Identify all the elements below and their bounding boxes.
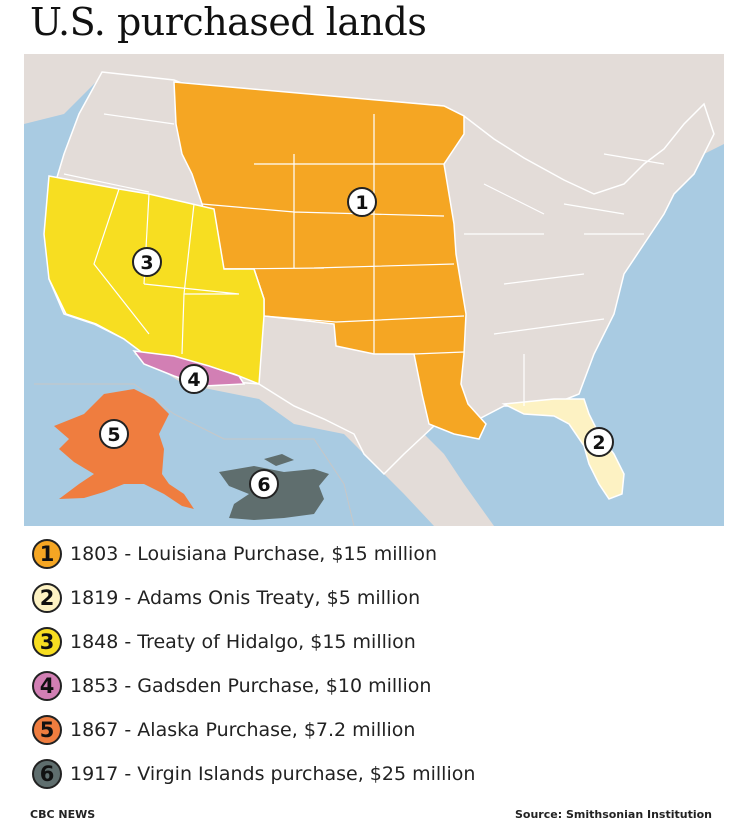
svg-text:1: 1 <box>355 192 368 214</box>
legend: 1 1803 - Louisiana Purchase, $15 million… <box>32 532 722 796</box>
legend-badge-4: 4 <box>32 671 62 701</box>
svg-text:2: 2 <box>592 432 605 454</box>
map-title: U.S. purchased lands <box>30 0 427 44</box>
legend-item-6: 6 1917 - Virgin Islands purchase, $25 mi… <box>32 752 722 796</box>
legend-badge-5: 5 <box>32 715 62 745</box>
marker-4: 4 <box>179 364 209 394</box>
footer-source-right: Source: Smithsonian Institution <box>515 808 712 821</box>
florida-region <box>501 398 625 500</box>
legend-badge-1: 1 <box>32 539 62 569</box>
legend-text-5: 1867 - Alaska Purchase, $7.2 million <box>70 719 416 741</box>
legend-badge-6: 6 <box>32 759 62 789</box>
legend-text-6: 1917 - Virgin Islands purchase, $25 mill… <box>70 763 476 785</box>
legend-item-1: 1 1803 - Louisiana Purchase, $15 million <box>32 532 722 576</box>
svg-text:3: 3 <box>140 252 153 274</box>
svg-text:5: 5 <box>107 424 120 446</box>
svg-text:4: 4 <box>187 369 200 391</box>
legend-badge-2: 2 <box>32 583 62 613</box>
legend-item-4: 4 1853 - Gadsden Purchase, $10 million <box>32 664 722 708</box>
legend-badge-3: 3 <box>32 627 62 657</box>
marker-5: 5 <box>99 419 129 449</box>
mexico-land <box>134 344 494 526</box>
legend-text-4: 1853 - Gadsden Purchase, $10 million <box>70 675 432 697</box>
virgin-islands-isle <box>264 454 294 466</box>
marker-1: 1 <box>347 187 377 217</box>
footer-source-left: CBC NEWS <box>30 808 96 821</box>
legend-text-2: 1819 - Adams Onis Treaty, $5 million <box>70 587 421 609</box>
alaska-region <box>54 389 194 509</box>
legend-text-1: 1803 - Louisiana Purchase, $15 million <box>70 543 437 565</box>
legend-item-5: 5 1867 - Alaska Purchase, $7.2 million <box>32 708 722 752</box>
legend-item-3: 3 1848 - Treaty of Hidalgo, $15 million <box>32 620 722 664</box>
legend-item-2: 2 1819 - Adams Onis Treaty, $5 million <box>32 576 722 620</box>
marker-2: 2 <box>584 427 614 457</box>
marker-6: 6 <box>249 469 279 499</box>
us-map: 1 2 3 4 5 6 <box>24 54 724 526</box>
svg-text:6: 6 <box>257 474 270 496</box>
marker-3: 3 <box>132 247 162 277</box>
inset-border <box>34 383 355 526</box>
legend-text-3: 1848 - Treaty of Hidalgo, $15 million <box>70 631 416 653</box>
